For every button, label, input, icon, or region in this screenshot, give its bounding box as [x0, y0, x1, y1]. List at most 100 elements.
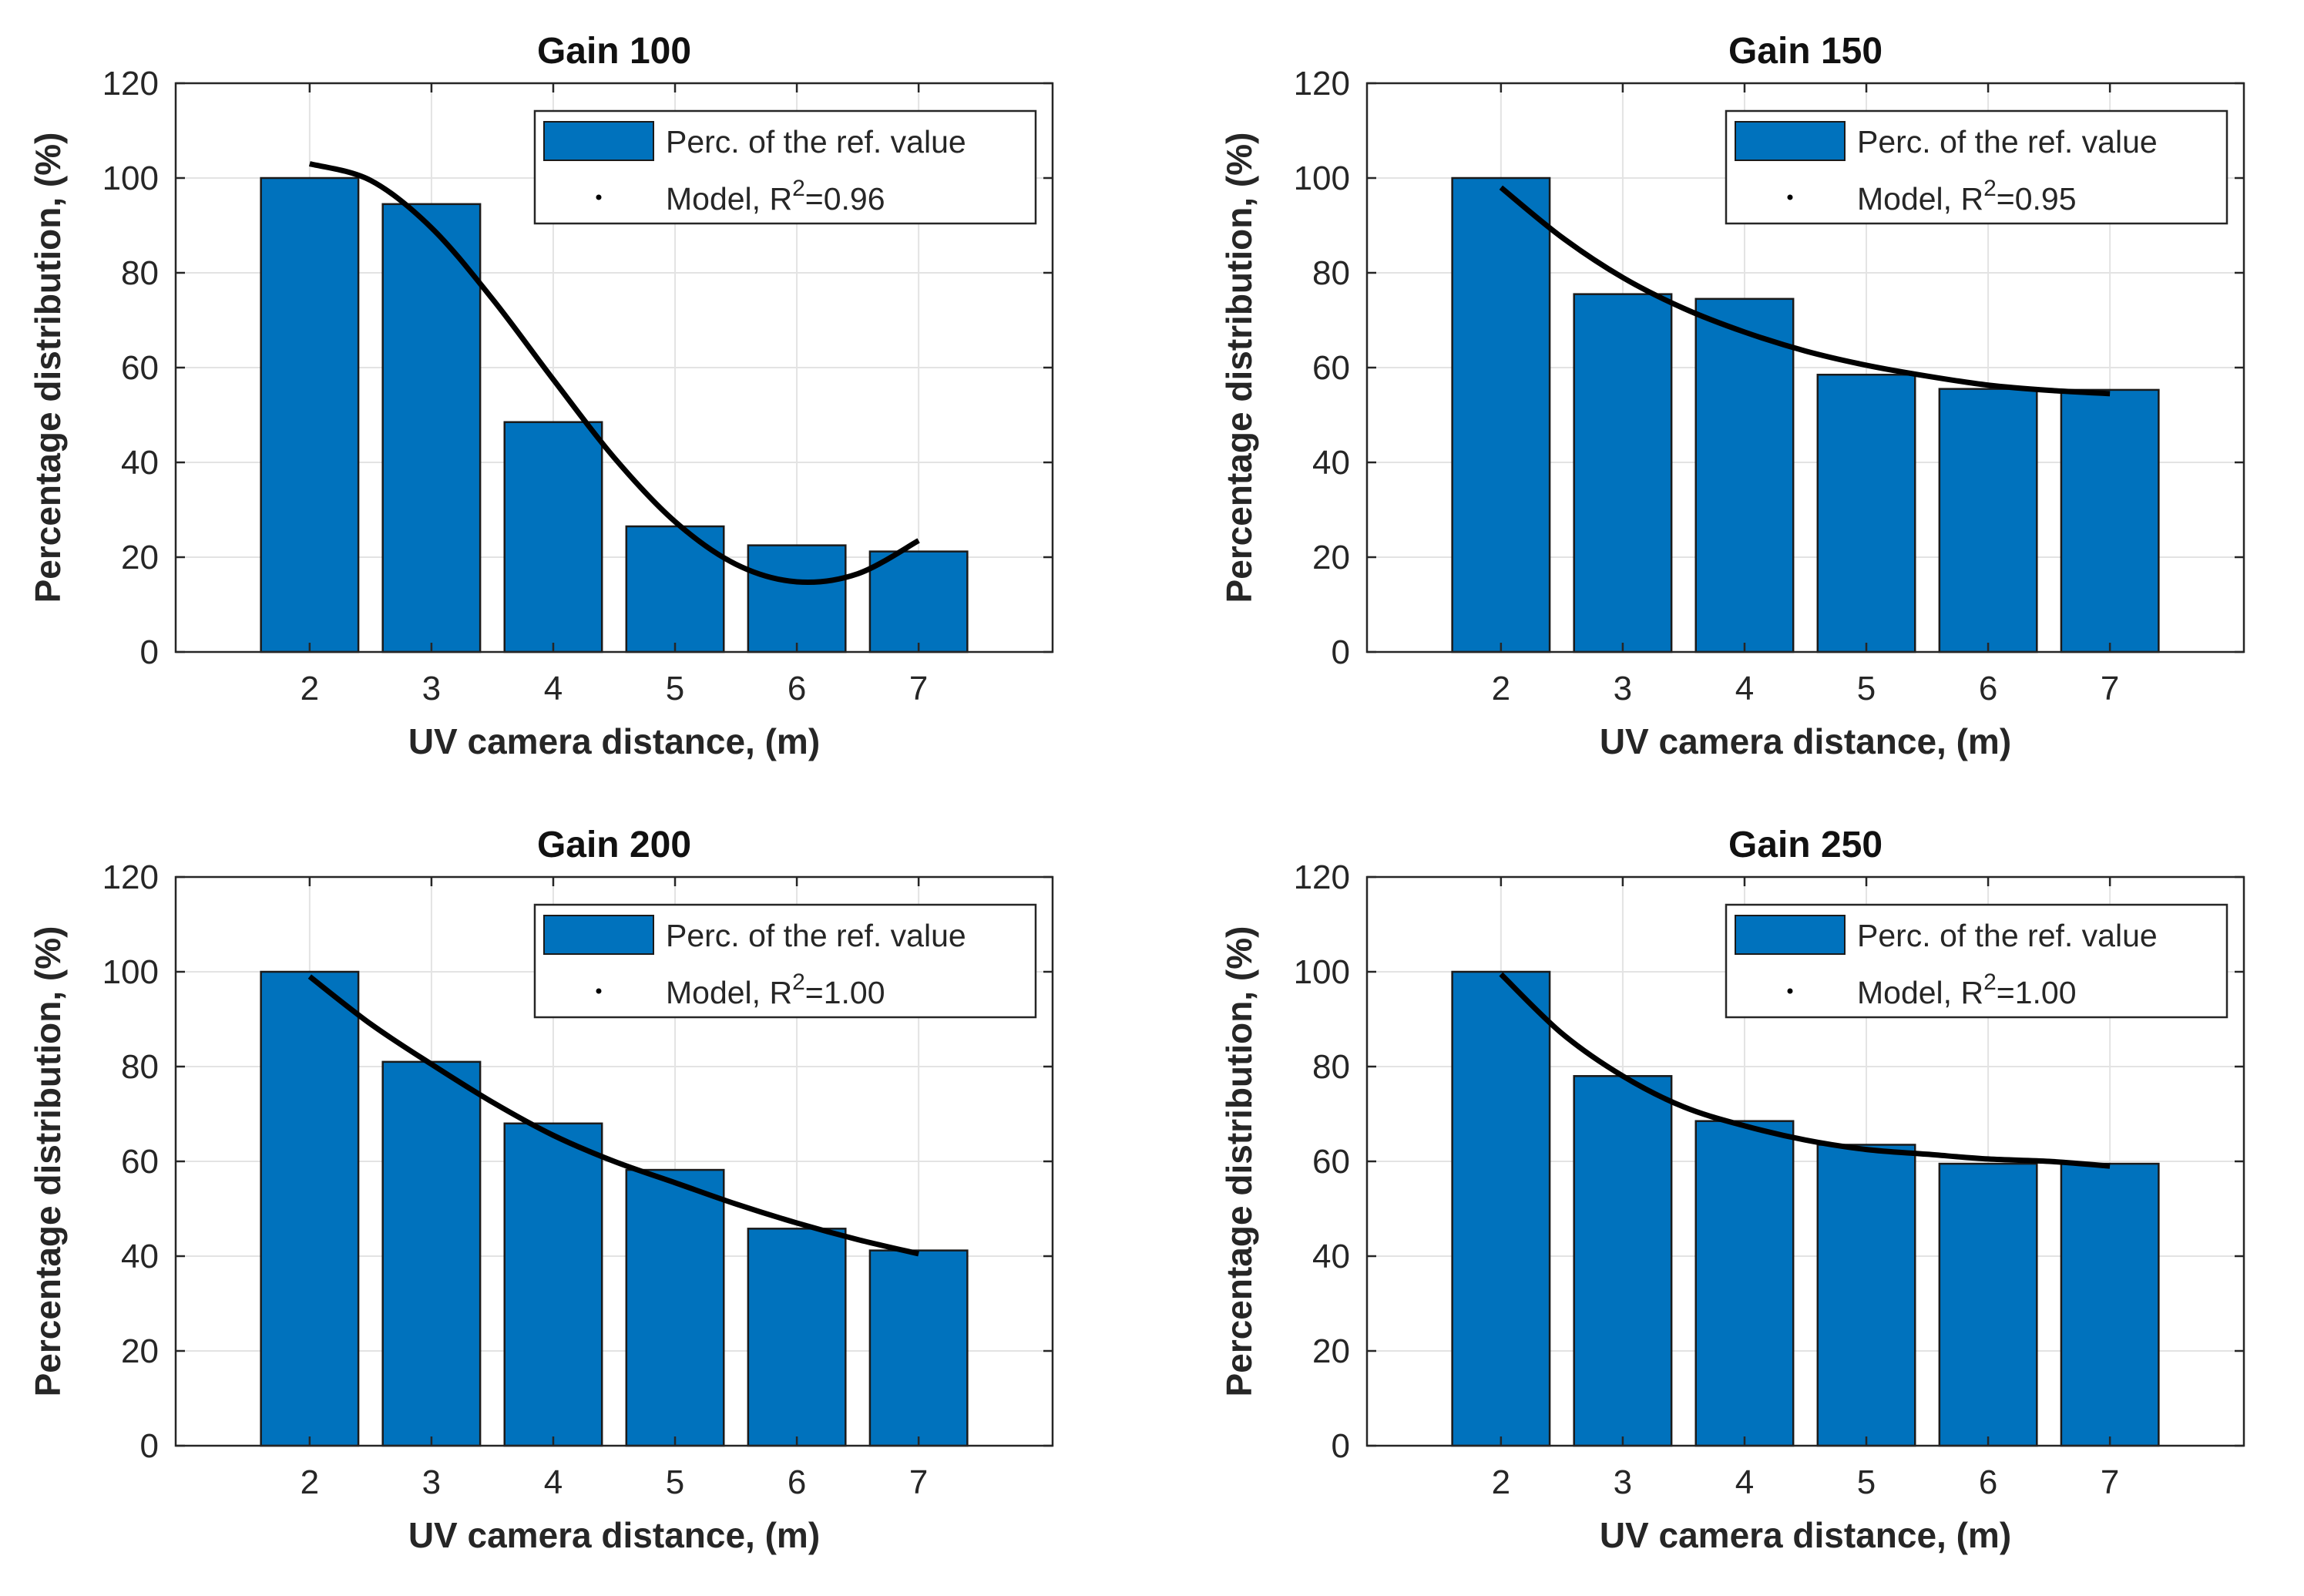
bar-4m — [1694, 297, 1795, 654]
legend-model-marker — [596, 988, 602, 994]
legend-model-marker — [1787, 194, 1793, 200]
x-axis-label: UV camera distance, (m) — [1600, 1515, 2011, 1555]
x-axis-label: UV camera distance, (m) — [408, 721, 820, 761]
y-axis-label: Percentage distribution, (%) — [1219, 133, 1259, 603]
x-tick-label: 7 — [909, 670, 928, 707]
legend-model-superscript: 2 — [792, 969, 805, 995]
chart-panel-1: 0 20 40 60 80 100 120 2 3 4 5 6 7 Gain 100 UV camera d… — [28, 31, 1054, 761]
x-tick-label: 2 — [1492, 1463, 1510, 1501]
legend-bar-swatch — [1735, 915, 1846, 955]
bar-6m — [1938, 388, 2038, 654]
y-tick-label: 80 — [121, 1048, 159, 1086]
legend-model-text: Model, R — [1857, 975, 1983, 1010]
bar-5m — [625, 1168, 725, 1447]
y-tick-label: 80 — [121, 254, 159, 292]
legend-bar-swatch — [543, 915, 654, 955]
y-tick-label: 100 — [102, 953, 159, 991]
legend: Perc. of the ref. value Model, R2=0.96 — [533, 109, 1037, 225]
legend: Perc. of the ref. value Model, R2=0.95 — [1725, 109, 2228, 225]
bar-2m — [260, 176, 360, 654]
x-tick-label: 6 — [1979, 1463, 1997, 1501]
y-tick-label: 80 — [1312, 254, 1350, 292]
bar-6m — [1938, 1162, 2038, 1447]
y-tick-label: 0 — [140, 1427, 159, 1465]
bar-7m — [2060, 1162, 2160, 1447]
x-tick-label: 6 — [788, 1463, 806, 1501]
bar-7m — [2060, 388, 2160, 654]
legend-bar-label: Perc. of the ref. value — [666, 918, 966, 953]
legend-bar-label: Perc. of the ref. value — [1857, 124, 2158, 160]
chart-title: Gain 250 — [1728, 825, 1882, 865]
bar-3m — [1573, 293, 1673, 654]
y-tick-label: 60 — [121, 349, 159, 387]
legend: Perc. of the ref. value Model, R2=1.00 — [533, 903, 1037, 1019]
y-tick-label: 40 — [121, 1238, 159, 1275]
legend-model-label: Model, R2=0.96 — [666, 176, 885, 217]
x-tick-label: 3 — [1614, 670, 1632, 707]
legend-model-value: =0.96 — [805, 181, 885, 217]
chart-panel-3: 0 20 40 60 80 100 120 2 3 4 5 6 7 Gain 200 UV camera d… — [28, 825, 1054, 1555]
y-tick-label: 40 — [1312, 444, 1350, 482]
bar-4m — [1694, 1120, 1795, 1447]
legend-model-marker — [596, 194, 602, 200]
model-curve — [1499, 972, 2111, 1169]
x-tick-label: 4 — [1735, 670, 1754, 707]
legend-model-value: =1.00 — [805, 975, 885, 1010]
y-tick-label: 100 — [1294, 160, 1350, 197]
x-tick-label: 5 — [666, 1463, 684, 1501]
x-tick-label: 3 — [1614, 1463, 1632, 1501]
x-tick-label: 4 — [1735, 1463, 1754, 1501]
legend: Perc. of the ref. value Model, R2=1.00 — [1725, 903, 2228, 1019]
y-tick-label: 0 — [140, 633, 159, 671]
legend-bar-label: Perc. of the ref. value — [666, 124, 966, 160]
y-tick-label: 100 — [1294, 953, 1350, 991]
legend-bar-label: Perc. of the ref. value — [1857, 918, 2158, 953]
y-tick-label: 20 — [1312, 539, 1350, 576]
legend-model-text: Model, R — [666, 181, 792, 217]
y-tick-label: 120 — [102, 858, 159, 896]
legend-model-value: =1.00 — [1997, 975, 2077, 1010]
y-tick-label: 40 — [1312, 1238, 1350, 1275]
y-tick-label: 20 — [1312, 1332, 1350, 1370]
x-tick-label: 4 — [544, 670, 563, 707]
x-tick-label: 7 — [909, 1463, 928, 1501]
x-tick-label: 3 — [422, 1463, 441, 1501]
y-tick-label: 100 — [102, 160, 159, 197]
chart-title: Gain 150 — [1728, 31, 1882, 72]
bar-3m — [1573, 1075, 1673, 1447]
x-tick-label: 6 — [788, 670, 806, 707]
x-tick-label: 2 — [301, 1463, 319, 1501]
bar-3m — [381, 203, 482, 654]
bar-2m — [1451, 970, 1551, 1447]
x-axis-label: UV camera distance, (m) — [408, 1515, 820, 1555]
chart-panel-2: 0 20 40 60 80 100 120 2 3 4 5 6 7 Gain 150 UV camera d… — [1219, 31, 2245, 761]
chart-panel-4: 0 20 40 60 80 100 120 2 3 4 5 6 7 Gain 250 UV camera d… — [1219, 825, 2245, 1555]
bar-6m — [747, 544, 847, 654]
bar-7m — [868, 1249, 969, 1447]
model-curve — [308, 161, 920, 586]
x-tick-label: 7 — [2101, 670, 2119, 707]
y-tick-label: 120 — [1294, 65, 1350, 102]
legend-model-superscript: 2 — [1983, 176, 1997, 201]
y-tick-label: 60 — [121, 1143, 159, 1181]
legend-model-superscript: 2 — [1983, 969, 1997, 995]
x-tick-label: 4 — [544, 1463, 563, 1501]
legend-model-label: Model, R2=1.00 — [666, 969, 885, 1010]
y-tick-label: 60 — [1312, 1143, 1350, 1181]
y-axis-label: Percentage distribution, (%) — [28, 926, 68, 1397]
x-tick-label: 2 — [1492, 670, 1510, 707]
chart-title: Gain 200 — [537, 825, 691, 865]
bar-4m — [503, 1122, 603, 1447]
legend-bar-swatch — [1735, 121, 1846, 161]
bar-3m — [381, 1060, 482, 1447]
y-tick-label: 80 — [1312, 1048, 1350, 1086]
bar-7m — [868, 550, 969, 654]
x-tick-label: 5 — [1857, 1463, 1876, 1501]
y-tick-label: 20 — [121, 539, 159, 576]
x-tick-label: 6 — [1979, 670, 1997, 707]
x-tick-label: 5 — [1857, 670, 1876, 707]
y-tick-label: 120 — [1294, 858, 1350, 896]
y-tick-label: 0 — [1332, 1427, 1350, 1465]
